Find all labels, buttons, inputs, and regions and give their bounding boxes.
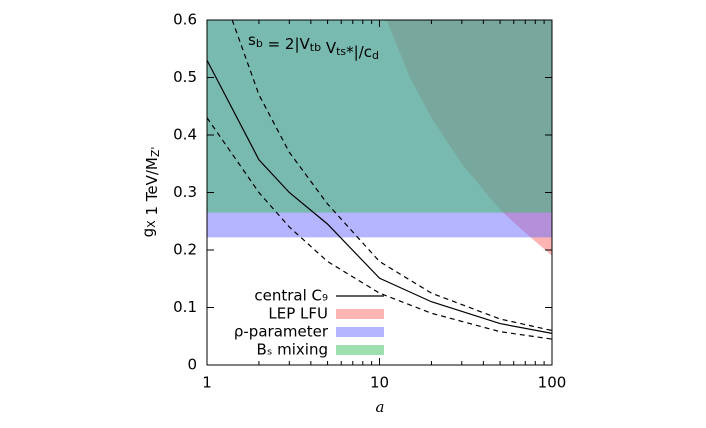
text-part: = 2|V bbox=[263, 35, 311, 53]
subscript: d bbox=[372, 49, 379, 62]
y-tick-label: 0 bbox=[187, 356, 197, 374]
x-tick-label: 1 bbox=[202, 374, 212, 392]
y-axis-label: gX 1 TeV/MZ' bbox=[139, 147, 163, 238]
legend-label: ρ-parameter bbox=[234, 323, 329, 341]
subscript: ts bbox=[336, 45, 346, 58]
y-tick-label: 0.3 bbox=[173, 183, 197, 201]
subscript: tb bbox=[310, 41, 321, 54]
curve bbox=[207, 117, 552, 340]
y-tick-label: 0.6 bbox=[173, 11, 197, 29]
subscript: X bbox=[145, 220, 158, 228]
annotation: sb = 2|Vtb Vts*|/cd bbox=[248, 31, 379, 63]
legend-swatch bbox=[336, 327, 384, 337]
legend-swatch bbox=[336, 309, 384, 319]
plot-fills bbox=[207, 20, 552, 256]
text-part: V bbox=[321, 39, 337, 57]
text-part: *|/c bbox=[346, 43, 372, 61]
text-part: g bbox=[139, 228, 157, 238]
x-tick-label: 10 bbox=[370, 374, 389, 392]
legend-label: Bₛ mixing bbox=[256, 341, 328, 359]
legend-label: LEP LFU bbox=[268, 305, 328, 323]
curve bbox=[231, 20, 552, 332]
y-tick-label: 0.5 bbox=[173, 68, 197, 86]
subscript: Z' bbox=[149, 147, 162, 158]
x-tick-label: 100 bbox=[538, 374, 567, 392]
text-part: s bbox=[248, 31, 256, 49]
legend-swatch bbox=[336, 345, 384, 355]
y-tick-label: 0.2 bbox=[173, 241, 197, 259]
legend-label: central C₉ bbox=[254, 287, 328, 305]
region bbox=[207, 20, 552, 213]
x-axis-label: a bbox=[376, 398, 385, 416]
subscript: b bbox=[256, 37, 263, 50]
y-tick-label: 0.1 bbox=[173, 298, 197, 316]
y-tick-label: 0.4 bbox=[173, 126, 197, 144]
curve bbox=[207, 59, 552, 334]
plot-lines bbox=[207, 20, 552, 340]
text-part: 1 TeV/M bbox=[143, 157, 161, 220]
